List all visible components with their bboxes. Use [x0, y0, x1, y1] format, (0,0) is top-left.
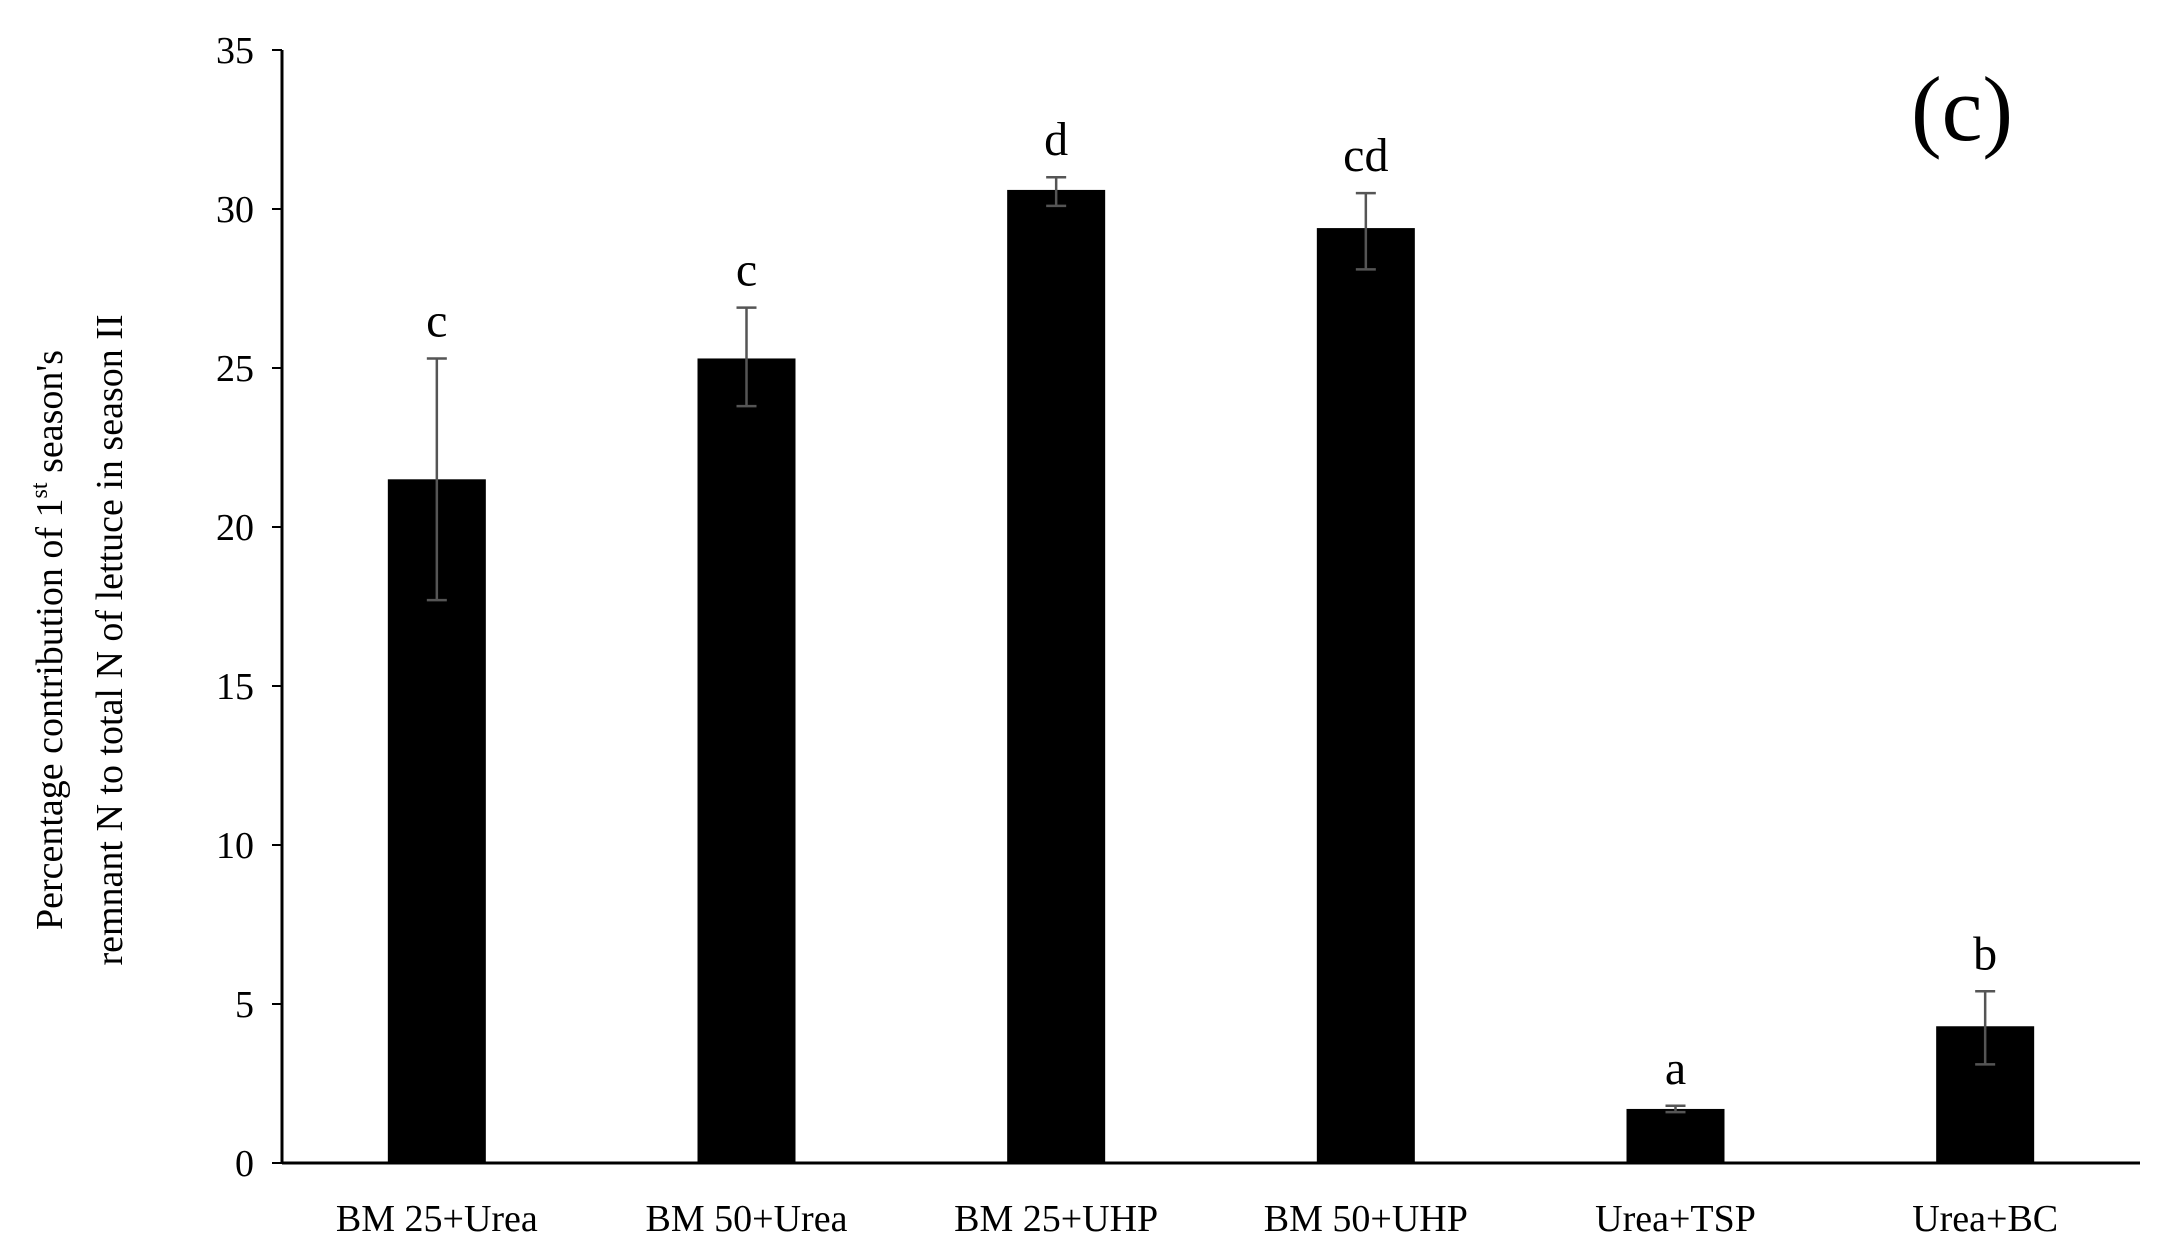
y-tick-label: 30	[216, 189, 254, 231]
y-tick-label: 25	[216, 348, 254, 390]
y-tick-label: 20	[216, 507, 254, 549]
y-tick-label: 35	[216, 30, 254, 72]
x-tick-label: BM 50+Urea	[646, 1198, 848, 1240]
panel-label: (c)	[1911, 58, 2013, 160]
x-tick-label: BM 25+UHP	[954, 1198, 1158, 1240]
y-axis-title-line-1-after: season's	[29, 350, 71, 482]
y-tick-label: 10	[216, 825, 254, 867]
significance-letter: c	[426, 294, 447, 347]
bar	[1316, 228, 1415, 1163]
significance-letter: d	[1044, 113, 1068, 166]
significance-letter: c	[736, 244, 757, 297]
y-tick-label: 15	[216, 666, 254, 708]
bar	[1007, 189, 1106, 1164]
y-tick-label: 0	[235, 1143, 254, 1185]
y-axis-title-line-2: remnant N to total N of lettuce in seaso…	[89, 314, 131, 965]
y-axis-title-line-1-superscript: st	[27, 482, 53, 498]
significance-letter: a	[1665, 1042, 1686, 1095]
bar	[697, 358, 796, 1164]
x-axis: BM 25+Urea BM 50+Urea BM 25+UHP BM 50+UHP Ur…	[282, 1161, 2140, 1240]
y-axis: 0 5 10 15 20 25 30 35	[216, 30, 284, 1185]
y-axis-title: Percentage contribution of 1st season's …	[27, 314, 131, 965]
y-axis-title-line-1: Percentage contribution of 1st season's	[27, 350, 71, 930]
y-tick-label: 5	[235, 984, 254, 1026]
x-tick-label: BM 50+UHP	[1264, 1198, 1468, 1240]
significance-letter: cd	[1343, 129, 1388, 182]
significance-letter: b	[1973, 927, 1997, 980]
y-axis-title-line-1-before: Percentage contribution of 1	[29, 498, 71, 930]
error-bars-group	[426, 175, 1996, 1114]
x-tick-label: Urea+BC	[1912, 1198, 2058, 1240]
bar	[1626, 1108, 1725, 1163]
bars-group	[387, 189, 2035, 1164]
x-tick-label: BM 25+Urea	[336, 1198, 538, 1240]
x-tick-label: Urea+TSP	[1595, 1198, 1756, 1240]
